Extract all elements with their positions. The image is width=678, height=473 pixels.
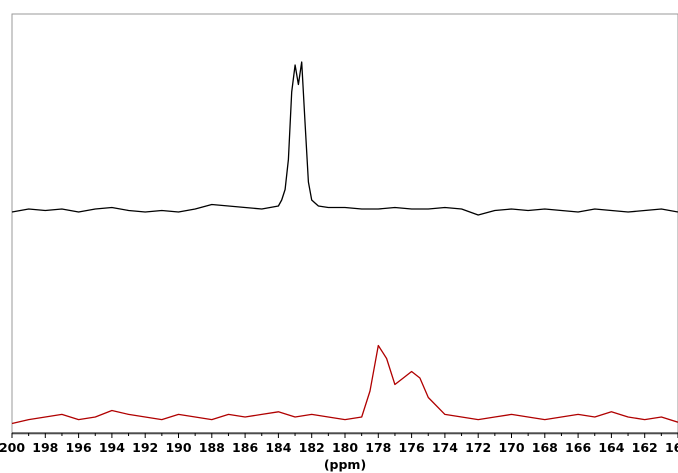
x-tick-label: 198 bbox=[32, 440, 58, 455]
x-tick-label: 184 bbox=[265, 440, 291, 455]
x-axis-title: (ppm) bbox=[324, 457, 366, 472]
x-tick-label: 160 bbox=[665, 440, 678, 455]
x-tick-label: 176 bbox=[399, 440, 425, 455]
x-tick-label: 178 bbox=[365, 440, 391, 455]
x-tick-label: 166 bbox=[565, 440, 591, 455]
x-axis-ticks: 200 198 196 194 192 190 188 186 184 182 180 178 176 1… bbox=[0, 433, 678, 455]
x-tick-label: 192 bbox=[132, 440, 158, 455]
x-tick-label: 170 bbox=[498, 440, 524, 455]
x-tick-label: 168 bbox=[532, 440, 558, 455]
x-tick-label: 196 bbox=[66, 440, 92, 455]
x-tick-label: 180 bbox=[332, 440, 358, 455]
x-tick-label: 188 bbox=[199, 440, 225, 455]
x-tick-label: 190 bbox=[165, 440, 191, 455]
x-tick-label: 164 bbox=[598, 440, 624, 455]
x-tick-label: 174 bbox=[432, 440, 458, 455]
series-layer bbox=[11, 61, 678, 425]
series-line-1 bbox=[11, 61, 678, 216]
x-tick-label: 186 bbox=[232, 440, 258, 455]
x-tick-label: 182 bbox=[299, 440, 325, 455]
x-tick-label: 200 bbox=[0, 440, 25, 455]
x-tick-label: 162 bbox=[632, 440, 658, 455]
x-tick-label: 172 bbox=[465, 440, 491, 455]
plot-frame bbox=[11, 13, 678, 435]
series-line-2 bbox=[11, 344, 678, 425]
x-tick-label: 194 bbox=[99, 440, 125, 455]
